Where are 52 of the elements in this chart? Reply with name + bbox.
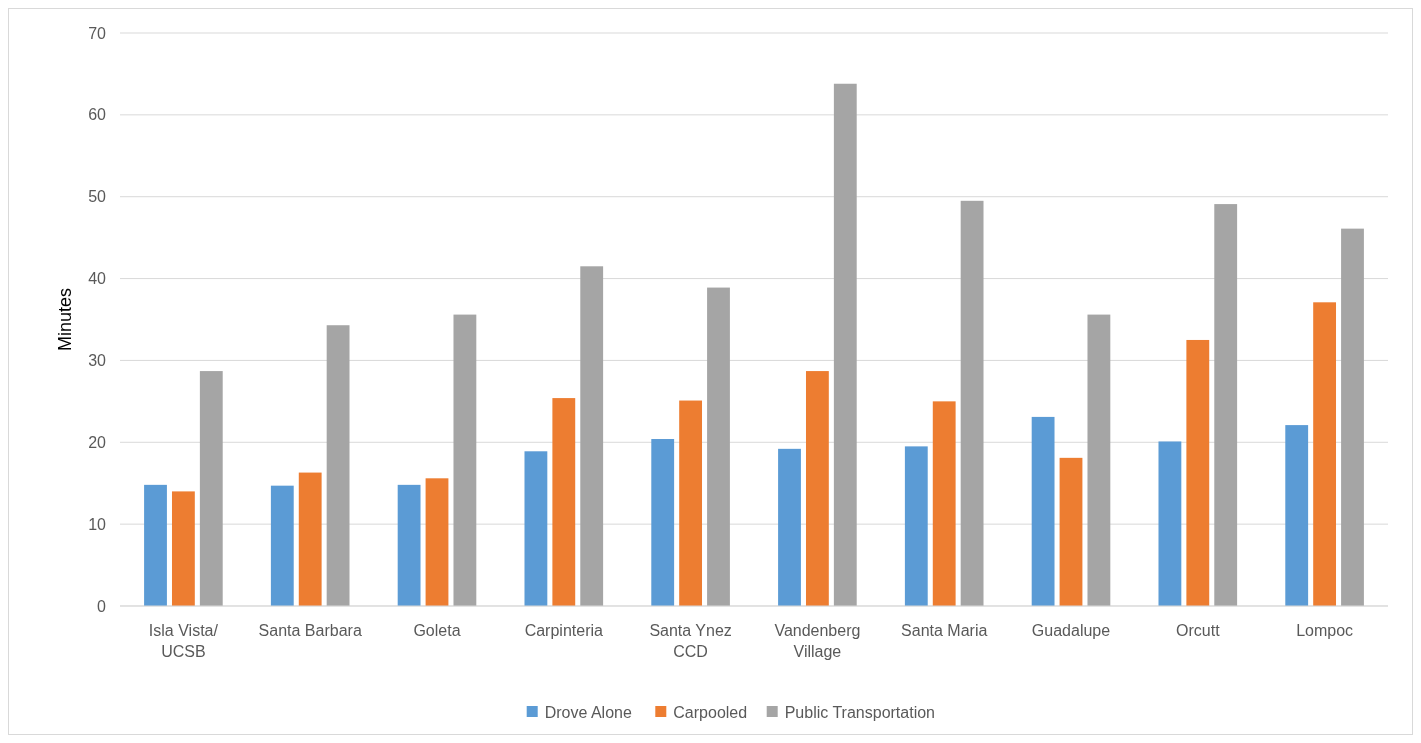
bar	[425, 478, 449, 606]
bar	[1087, 314, 1111, 606]
bar	[453, 314, 477, 606]
x-tick-label: Guadalupe	[1031, 622, 1111, 639]
bar	[144, 484, 167, 606]
bar	[1341, 228, 1364, 606]
x-tick-label: Carpinteria	[524, 622, 604, 639]
bar	[904, 446, 928, 606]
bar	[1313, 302, 1337, 606]
bar	[679, 400, 703, 606]
bar	[1059, 457, 1083, 606]
bar	[580, 266, 604, 606]
bar	[270, 485, 294, 606]
bar	[326, 325, 350, 606]
legend-label: Public Transportation	[784, 703, 936, 721]
bar	[833, 83, 857, 606]
bar	[1158, 441, 1182, 606]
legend-label: Drove Alone	[544, 703, 632, 721]
bar	[1285, 425, 1309, 606]
bar	[707, 287, 730, 606]
bar	[932, 401, 956, 606]
x-tick-label: Isla Vista/ UCSB	[148, 622, 219, 660]
x-tick-label: Goleta	[413, 622, 461, 639]
bar	[960, 200, 984, 606]
bar	[552, 398, 576, 606]
bar	[651, 439, 675, 606]
x-tick-label: Santa Ynez CCD	[649, 622, 732, 660]
bar	[298, 472, 322, 606]
bar	[1186, 339, 1210, 606]
x-tick-label: Santa Barbara	[258, 622, 362, 639]
bar	[778, 448, 801, 606]
bar	[805, 371, 829, 606]
y-tick-label: 60	[88, 106, 107, 124]
x-tick-label: Vandenberg Village	[774, 622, 861, 660]
x-tick-label: Santa Maria	[901, 622, 988, 639]
bar	[171, 491, 195, 606]
y-tick-label: 0	[97, 597, 107, 615]
legend-label: Carpooled	[673, 703, 748, 721]
y-axis-title: Minutes	[55, 287, 75, 352]
y-tick-label: 20	[88, 433, 107, 451]
y-tick-label: 70	[88, 24, 107, 42]
bar	[524, 451, 548, 606]
bar	[1214, 204, 1238, 606]
y-tick-label: 10	[88, 515, 107, 533]
bar	[1031, 416, 1055, 606]
y-tick-label: 50	[88, 188, 107, 206]
y-tick-label: 40	[88, 270, 107, 288]
bar	[199, 371, 223, 606]
y-tick-label: 30	[88, 352, 107, 370]
x-tick-label: Lompoc	[1296, 622, 1354, 639]
x-tick-label: Orcutt	[1176, 622, 1221, 639]
bar	[397, 484, 421, 606]
